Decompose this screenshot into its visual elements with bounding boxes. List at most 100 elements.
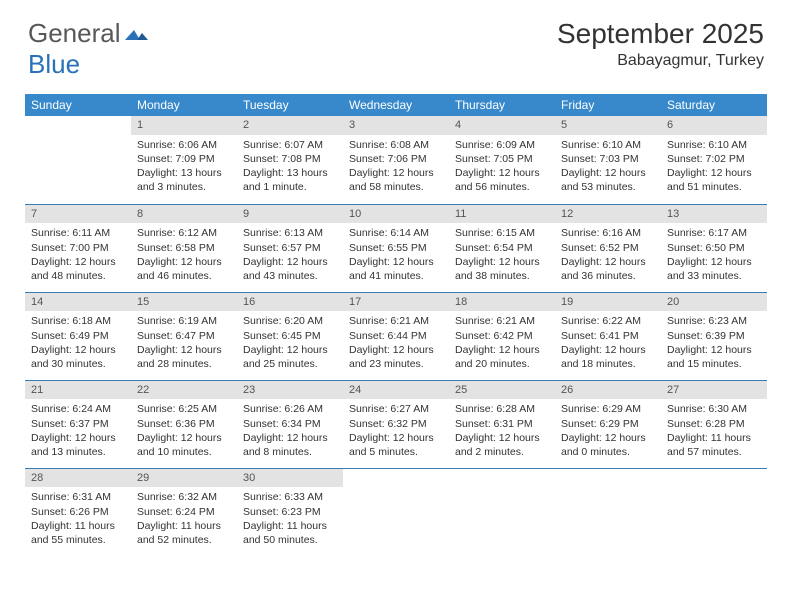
- sunset-text: Sunset: 6:47 PM: [137, 329, 231, 343]
- daylight-text: Daylight: 12 hours and 53 minutes.: [561, 166, 655, 194]
- calendar-cell: 23Sunrise: 6:26 AMSunset: 6:34 PMDayligh…: [237, 380, 343, 468]
- calendar-cell: 21Sunrise: 6:24 AMSunset: 6:37 PMDayligh…: [25, 380, 131, 468]
- sunrise-text: Sunrise: 6:17 AM: [667, 226, 761, 240]
- sunrise-text: Sunrise: 6:29 AM: [561, 402, 655, 416]
- calendar-cell: 13 Sunrise: 6:17 AMSunset: 6:50 PMDayligh…: [661, 204, 767, 292]
- sunset-text: Sunset: 6:54 PM: [455, 241, 549, 255]
- location: Babayagmur, Turkey: [557, 52, 764, 70]
- day-details: Sunrise: 6:26 AMSunset: 6:34 PMDaylight:…: [237, 399, 343, 463]
- daylight-text: Daylight: 12 hours and 58 minutes.: [349, 166, 443, 194]
- calendar-row: 1Sunrise: 6:06 AMSunset: 7:09 PMDaylight…: [25, 116, 767, 204]
- sunrise-text: Sunrise: 6:30 AM: [667, 402, 761, 416]
- month-title: September 2025: [557, 18, 764, 50]
- day-details: Sunrise: 6:15 AMSunset: 6:54 PMDaylight:…: [449, 223, 555, 287]
- day-details: Sunrise: 6:08 AMSunset: 7:06 PMDaylight:…: [343, 135, 449, 199]
- sunset-text: Sunset: 6:52 PM: [561, 241, 655, 255]
- daylight-text: Daylight: 12 hours and 5 minutes.: [349, 431, 443, 459]
- sunrise-text: Sunrise: 6:22 AM: [561, 314, 655, 328]
- day-number: 3: [343, 116, 449, 135]
- calendar-cell: 16Sunrise: 6:20 AMSunset: 6:45 PMDayligh…: [237, 292, 343, 380]
- day-details: Sunrise: 6:20 AMSunset: 6:45 PMDaylight:…: [237, 311, 343, 375]
- sunrise-text: Sunrise: 6:18 AM: [31, 314, 125, 328]
- day-number: 10: [343, 205, 449, 224]
- col-friday: Friday: [555, 94, 661, 116]
- calendar-table: Sunday Monday Tuesday Wednesday Thursday…: [25, 94, 767, 556]
- calendar-cell: 1Sunrise: 6:06 AMSunset: 7:09 PMDaylight…: [131, 116, 237, 204]
- sunrise-text: Sunrise: 6:07 AM: [243, 138, 337, 152]
- day-details: Sunrise: 6:23 AMSunset: 6:39 PMDaylight:…: [661, 311, 767, 375]
- day-number: 23: [237, 381, 343, 400]
- calendar-cell: 30Sunrise: 6:33 AMSunset: 6:23 PMDayligh…: [237, 468, 343, 556]
- day-details: Sunrise: 6:33 AMSunset: 6:23 PMDaylight:…: [237, 487, 343, 551]
- calendar-cell: [343, 468, 449, 556]
- col-tuesday: Tuesday: [237, 94, 343, 116]
- sunrise-text: Sunrise: 6:27 AM: [349, 402, 443, 416]
- daylight-text: Daylight: 12 hours and 30 minutes.: [31, 343, 125, 371]
- calendar-cell: 27Sunrise: 6:30 AMSunset: 6:28 PMDayligh…: [661, 380, 767, 468]
- logo-text-blue: Blue: [28, 49, 80, 79]
- calendar-cell: 4Sunrise: 6:09 AMSunset: 7:05 PMDaylight…: [449, 116, 555, 204]
- sunrise-text: Sunrise: 6:10 AM: [667, 138, 761, 152]
- day-number: 27: [661, 381, 767, 400]
- day-number: 1: [131, 116, 237, 135]
- sunrise-text: Sunrise: 6:25 AM: [137, 402, 231, 416]
- day-details: Sunrise: 6:31 AMSunset: 6:26 PMDaylight:…: [25, 487, 131, 551]
- day-number: 6: [661, 116, 767, 135]
- sunset-text: Sunset: 7:09 PM: [137, 152, 231, 166]
- calendar-cell: 22Sunrise: 6:25 AMSunset: 6:36 PMDayligh…: [131, 380, 237, 468]
- flag-icon: [125, 18, 149, 48]
- calendar-cell: 11Sunrise: 6:15 AMSunset: 6:54 PMDayligh…: [449, 204, 555, 292]
- day-number: 17: [343, 293, 449, 312]
- day-details: Sunrise: 6:24 AMSunset: 6:37 PMDaylight:…: [25, 399, 131, 463]
- daylight-text: Daylight: 12 hours and 51 minutes.: [667, 166, 761, 194]
- col-thursday: Thursday: [449, 94, 555, 116]
- calendar-cell: 17Sunrise: 6:21 AMSunset: 6:44 PMDayligh…: [343, 292, 449, 380]
- day-details: Sunrise: 6:22 AMSunset: 6:41 PMDaylight:…: [555, 311, 661, 375]
- daylight-text: Daylight: 13 hours and 3 minutes.: [137, 166, 231, 194]
- calendar-cell: 25Sunrise: 6:28 AMSunset: 6:31 PMDayligh…: [449, 380, 555, 468]
- calendar-cell: [449, 468, 555, 556]
- calendar-row: 14Sunrise: 6:18 AMSunset: 6:49 PMDayligh…: [25, 292, 767, 380]
- day-details: Sunrise: 6:12 AMSunset: 6:58 PMDaylight:…: [131, 223, 237, 287]
- sunset-text: Sunset: 6:28 PM: [667, 417, 761, 431]
- sunset-text: Sunset: 6:57 PM: [243, 241, 337, 255]
- day-details: Sunrise: 6:21 AMSunset: 6:44 PMDaylight:…: [343, 311, 449, 375]
- title-block: September 2025 Babayagmur, Turkey: [557, 18, 764, 70]
- calendar-cell: 5Sunrise: 6:10 AMSunset: 7:03 PMDaylight…: [555, 116, 661, 204]
- daylight-text: Daylight: 12 hours and 33 minutes.: [667, 255, 761, 283]
- sunrise-text: Sunrise: 6:32 AM: [137, 490, 231, 504]
- sunset-text: Sunset: 6:42 PM: [455, 329, 549, 343]
- day-number: 13: [661, 205, 767, 224]
- calendar-cell: [555, 468, 661, 556]
- day-number: 14: [25, 293, 131, 312]
- day-details: Sunrise: 6:25 AMSunset: 6:36 PMDaylight:…: [131, 399, 237, 463]
- daylight-text: Daylight: 12 hours and 10 minutes.: [137, 431, 231, 459]
- day-number: 9: [237, 205, 343, 224]
- header-row: Sunday Monday Tuesday Wednesday Thursday…: [25, 94, 767, 116]
- day-number: 19: [555, 293, 661, 312]
- sunset-text: Sunset: 6:29 PM: [561, 417, 655, 431]
- day-details: Sunrise: 6:32 AMSunset: 6:24 PMDaylight:…: [131, 487, 237, 551]
- calendar-cell: 2Sunrise: 6:07 AMSunset: 7:08 PMDaylight…: [237, 116, 343, 204]
- calendar-cell: [661, 468, 767, 556]
- sunset-text: Sunset: 7:00 PM: [31, 241, 125, 255]
- daylight-text: Daylight: 12 hours and 15 minutes.: [667, 343, 761, 371]
- sunset-text: Sunset: 6:23 PM: [243, 505, 337, 519]
- daylight-text: Daylight: 12 hours and 38 minutes.: [455, 255, 549, 283]
- sunrise-text: Sunrise: 6:11 AM: [31, 226, 125, 240]
- sunset-text: Sunset: 7:02 PM: [667, 152, 761, 166]
- col-monday: Monday: [131, 94, 237, 116]
- sunset-text: Sunset: 6:50 PM: [667, 241, 761, 255]
- sunrise-text: Sunrise: 6:15 AM: [455, 226, 549, 240]
- day-number: 29: [131, 469, 237, 488]
- sunset-text: Sunset: 6:55 PM: [349, 241, 443, 255]
- sunset-text: Sunset: 6:32 PM: [349, 417, 443, 431]
- logo-inner: GeneralBlue: [28, 18, 149, 80]
- calendar-cell: 26Sunrise: 6:29 AMSunset: 6:29 PMDayligh…: [555, 380, 661, 468]
- day-details: Sunrise: 6:14 AMSunset: 6:55 PMDaylight:…: [343, 223, 449, 287]
- daylight-text: Daylight: 11 hours and 50 minutes.: [243, 519, 337, 547]
- sunset-text: Sunset: 6:44 PM: [349, 329, 443, 343]
- sunrise-text: Sunrise: 6:16 AM: [561, 226, 655, 240]
- header: GeneralBlue September 2025 Babayagmur, T…: [0, 0, 792, 88]
- sunrise-text: Sunrise: 6:26 AM: [243, 402, 337, 416]
